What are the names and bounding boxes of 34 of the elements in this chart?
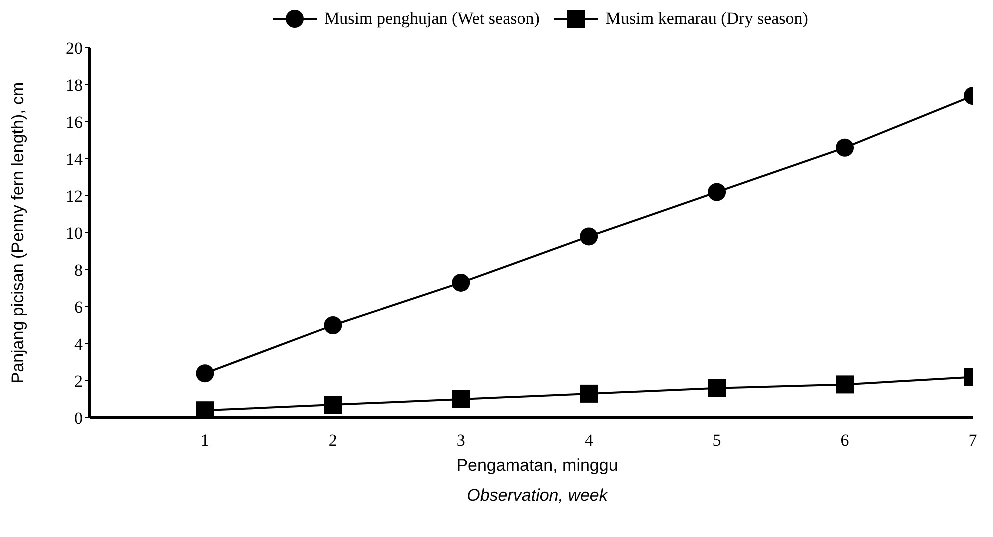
x-tick-label: 4 bbox=[584, 431, 594, 450]
y-tick-label: 4 bbox=[74, 335, 84, 354]
point bbox=[452, 390, 470, 408]
x-axis-title: Pengamatan, minggu Observation, week bbox=[456, 456, 620, 506]
y-tick-label: 2 bbox=[74, 372, 83, 392]
x-tick-label: 2 bbox=[328, 431, 338, 450]
legend-label: Musim kemarau (Dry season) bbox=[606, 9, 808, 29]
x-tick-label: 1 bbox=[200, 431, 210, 450]
point bbox=[580, 228, 598, 246]
y-tick-label: 18 bbox=[66, 76, 83, 96]
legend-label: Musim penghujan (Wet season) bbox=[324, 9, 540, 29]
y-axis-title: Panjang picisan (Penny fern length), cm bbox=[9, 82, 29, 384]
y-tick-label: 20 bbox=[66, 39, 83, 58]
point bbox=[196, 402, 214, 418]
y-tick-label: 10 bbox=[66, 224, 83, 244]
point bbox=[452, 274, 470, 292]
y-tick-label: 6 bbox=[74, 298, 83, 318]
point bbox=[580, 384, 598, 403]
point bbox=[324, 316, 342, 334]
y-tick-label: 14 bbox=[66, 150, 84, 170]
point bbox=[836, 376, 854, 394]
x-tick-label: 6 bbox=[840, 431, 850, 450]
point bbox=[708, 183, 726, 202]
y-tick-label: 0 bbox=[74, 409, 83, 428]
y-tick-label: 8 bbox=[74, 261, 83, 280]
x-tick-label: 7 bbox=[968, 431, 978, 450]
point bbox=[708, 379, 726, 398]
point bbox=[836, 138, 854, 157]
y-tick-label: 16 bbox=[66, 113, 83, 132]
point bbox=[196, 364, 214, 383]
x-tick-label: 3 bbox=[456, 431, 466, 450]
x-tick-label: 5 bbox=[712, 431, 722, 450]
point bbox=[324, 396, 342, 414]
y-tick-label: 12 bbox=[66, 187, 83, 206]
